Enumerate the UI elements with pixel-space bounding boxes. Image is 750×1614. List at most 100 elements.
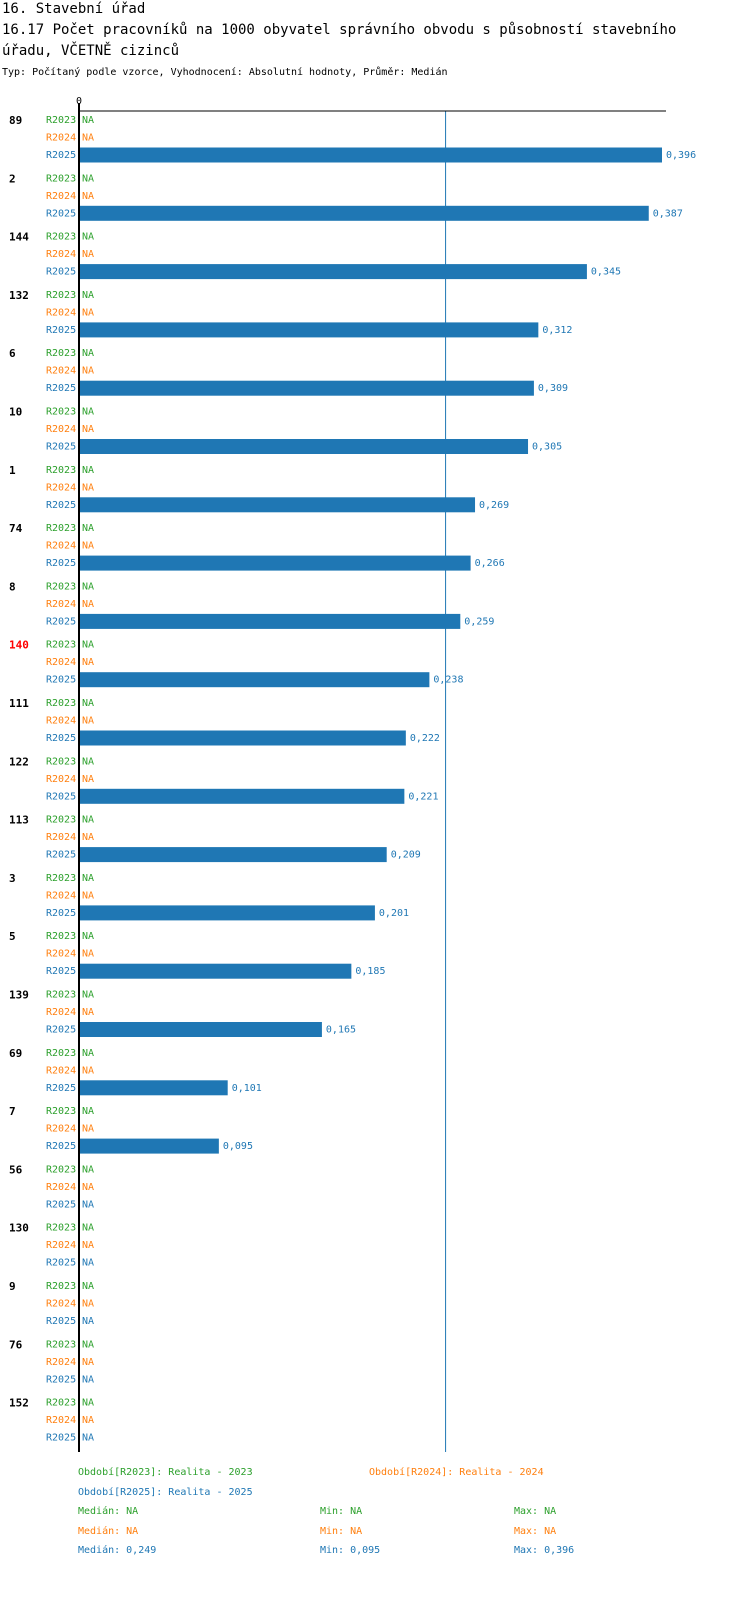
na-label: NA [82, 1182, 94, 1193]
category-label: 89 [9, 114, 22, 127]
legend-max-r2023: Max: NA [514, 1506, 557, 1517]
data-label: 0,185 [355, 966, 385, 977]
category-label: 3 [9, 872, 16, 885]
na-label: NA [82, 115, 94, 126]
data-label: 0,221 [408, 791, 438, 802]
series-label: R2023 [46, 232, 76, 243]
category-label: 6 [9, 347, 16, 360]
na-label: NA [82, 290, 94, 301]
chart-title: 16.17 Počet pracovníků na 1000 obyvatel … [2, 22, 677, 59]
na-label: NA [82, 1374, 94, 1385]
series-label: R2025 [46, 1374, 76, 1385]
bar [80, 730, 406, 746]
na-label: NA [82, 307, 94, 318]
bar [80, 1138, 219, 1154]
series-label: R2025 [46, 908, 76, 919]
series-label: R2024 [46, 599, 76, 610]
na-label: NA [82, 1048, 94, 1059]
series-label: R2023 [46, 465, 76, 476]
series-label: R2025 [46, 1199, 76, 1210]
series-label: R2025 [46, 791, 76, 802]
data-label: 0,238 [433, 675, 463, 686]
category-label: 56 [9, 1163, 23, 1176]
series-label: R2023 [46, 640, 76, 651]
category-label: 10 [9, 406, 22, 419]
na-label: NA [82, 832, 94, 843]
series-label: R2024 [46, 249, 76, 260]
series-label: R2023 [46, 115, 76, 126]
category-label: 144 [9, 231, 29, 244]
na-label: NA [82, 657, 94, 668]
data-label: 0,266 [475, 558, 505, 569]
series-label: R2025 [46, 966, 76, 977]
bar [80, 497, 476, 513]
series-label: R2023 [46, 756, 76, 767]
series-label: R2024 [46, 1357, 76, 1368]
series-label: R2023 [46, 1281, 76, 1292]
bar [80, 788, 405, 804]
bar [80, 963, 352, 979]
series-label: R2024 [46, 366, 76, 377]
series-label: R2023 [46, 1106, 76, 1117]
data-label: 0,312 [542, 325, 572, 336]
series-label: R2025 [46, 150, 76, 161]
na-label: NA [82, 1164, 94, 1175]
na-label: NA [82, 465, 94, 476]
na-label: NA [82, 1357, 94, 1368]
na-label: NA [82, 1398, 94, 1409]
na-label: NA [82, 1258, 94, 1269]
na-label: NA [82, 1124, 94, 1135]
category-label: 7 [9, 1105, 16, 1118]
legend-median-r2023: Medián: NA [78, 1506, 139, 1517]
series-label: R2023 [46, 290, 76, 301]
data-label: 0,269 [479, 500, 509, 511]
na-label: NA [82, 191, 94, 202]
data-label: 0,259 [464, 616, 494, 627]
series-label: R2023 [46, 348, 76, 359]
series-label: R2025 [46, 616, 76, 627]
legend-min-r2023: Min: NA [320, 1506, 363, 1517]
data-label: 0,387 [653, 208, 683, 219]
bar [80, 1080, 228, 1096]
na-label: NA [82, 1240, 94, 1251]
series-label: R2025 [46, 675, 76, 686]
na-label: NA [82, 640, 94, 651]
chart-subtitle: Typ: Počítaný podle vzorce, Vyhodnocení:… [2, 67, 448, 78]
na-label: NA [82, 599, 94, 610]
bar [80, 905, 375, 921]
series-label: R2025 [46, 442, 76, 453]
na-label: NA [82, 756, 94, 767]
series-label: R2025 [46, 733, 76, 744]
data-label: 0,305 [532, 442, 562, 453]
category-label: 122 [9, 755, 29, 768]
na-label: NA [82, 348, 94, 359]
na-label: NA [82, 698, 94, 709]
series-label: R2024 [46, 191, 76, 202]
series-label: R2024 [46, 774, 76, 785]
series-label: R2025 [46, 1025, 76, 1036]
data-label: 0,209 [391, 850, 421, 861]
category-label: 8 [9, 580, 16, 593]
legend-period-r2025: Období[R2025]: Realita - 2025 [78, 1487, 253, 1498]
na-label: NA [82, 949, 94, 960]
category-label: 1 [9, 464, 16, 477]
category-label: 9 [9, 1280, 16, 1293]
series-label: R2024 [46, 949, 76, 960]
series-label: R2024 [46, 1124, 76, 1135]
na-label: NA [82, 815, 94, 826]
bar [80, 847, 387, 863]
category-label: 5 [9, 930, 16, 943]
legend-median-r2024: Medián: NA [78, 1526, 139, 1537]
legend-min-r2025: Min: 0,095 [320, 1545, 381, 1556]
na-label: NA [82, 581, 94, 592]
legend-max-r2024: Max: NA [514, 1526, 557, 1537]
series-label: R2025 [46, 208, 76, 219]
category-label: 74 [9, 522, 23, 535]
na-label: NA [82, 1065, 94, 1076]
category-label: 76 [9, 1338, 23, 1351]
na-label: NA [82, 482, 94, 493]
series-label: R2024 [46, 1415, 76, 1426]
na-label: NA [82, 1199, 94, 1210]
bar [80, 672, 430, 688]
